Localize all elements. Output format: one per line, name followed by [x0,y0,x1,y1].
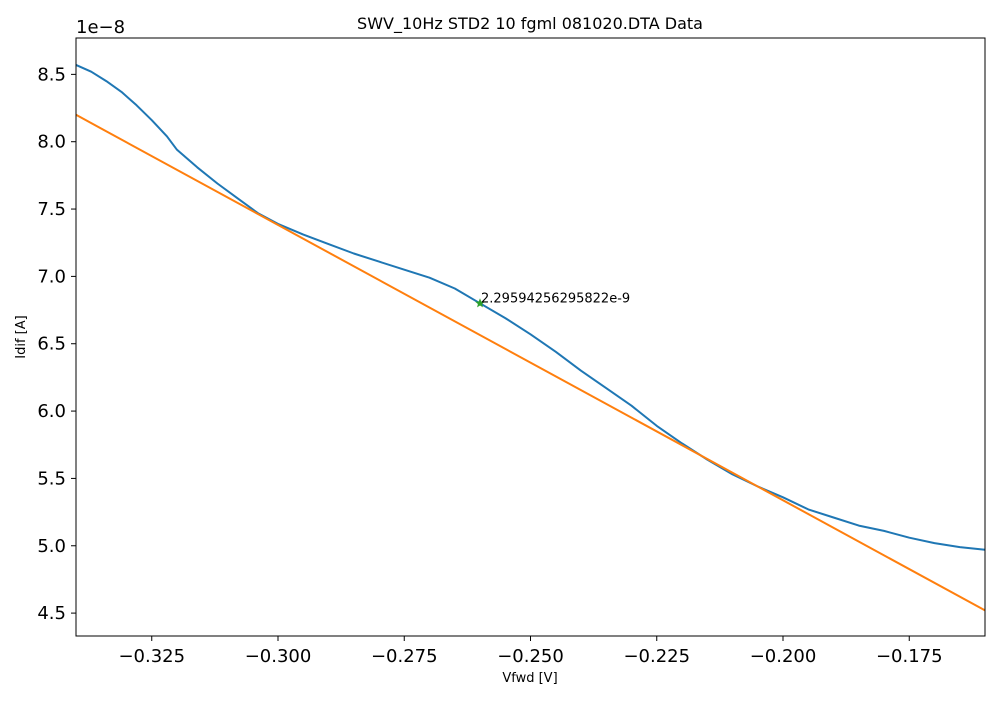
x-axis: −0.325 −0.300 −0.275 −0.250 −0.225 −0.200 −0.1… [118,636,943,667]
data-point-marker [475,298,485,308]
y-tick-label: 4.5 [37,603,66,624]
y-tick-label: 8.5 [37,64,66,85]
x-axis-label: Vfwd [V] [502,671,557,686]
plot-area: 2.29594256295822e-9 [75,63,986,612]
y-tick-label: 5.5 [37,468,66,489]
y-tick-label: 7.0 [37,266,66,287]
series-line-2 [75,113,986,612]
x-tick-label: −0.175 [876,646,943,667]
y-axis-label: Idif [A] [14,315,29,358]
y-tick-label: 5.0 [37,536,66,557]
y-tick-label: 7.5 [37,199,66,220]
y-tick-label: 6.5 [37,334,66,355]
x-tick-label: −0.300 [245,646,312,667]
x-tick-label: −0.225 [623,646,690,667]
x-tick-label: −0.325 [118,646,185,667]
x-tick-label: −0.250 [497,646,564,667]
chart-title: SWV_10Hz STD2 10 fgml 081020.DTA Data [357,14,703,34]
x-tick-label: −0.200 [750,646,817,667]
annotation-label: 2.29594256295822e-9 [481,291,630,306]
x-tick-label: −0.275 [371,646,438,667]
y-tick-label: 6.0 [37,401,66,422]
y-axis-offset-label: 1e−8 [76,17,125,38]
y-axis: 4.5 5.0 5.5 6.0 6.5 7.0 7.5 8.0 8.5 [37,64,76,624]
plot-frame [75,37,986,637]
series-line-1 [75,63,986,551]
y-tick-label: 8.0 [37,132,66,153]
